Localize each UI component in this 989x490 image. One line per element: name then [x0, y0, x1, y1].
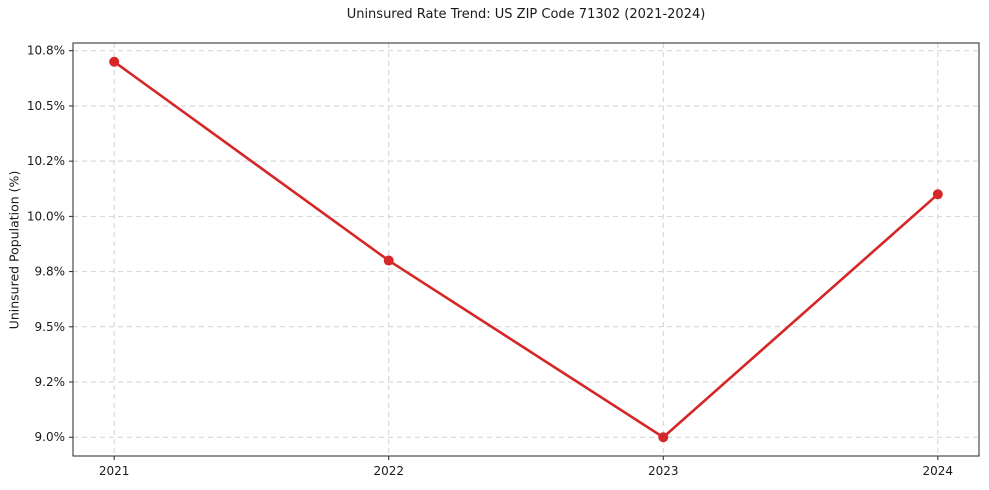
y-tick-label: 9.8%: [35, 265, 66, 279]
data-point-marker: [932, 189, 943, 200]
chart-title: Uninsured Rate Trend: US ZIP Code 71302 …: [346, 7, 706, 22]
y-tick-label: 9.5%: [35, 320, 66, 334]
axes-box: [72, 42, 980, 457]
x-tick-label: 2024: [923, 464, 954, 478]
x-tick-label: 2022: [373, 464, 404, 478]
y-tick-label: 9.2%: [35, 375, 66, 389]
data-point-marker: [109, 56, 120, 67]
data-point-marker: [383, 255, 394, 266]
trend-line: [112, 60, 940, 439]
y-tick-label: 10.0%: [27, 209, 65, 223]
y-tick-label: 10.2%: [27, 154, 65, 168]
data-point-marker: [658, 432, 669, 443]
x-tick-label: 2023: [648, 464, 679, 478]
x-tick-label: 2021: [99, 464, 130, 478]
y-tick-label: 10.5%: [27, 99, 65, 113]
y-tick-label: 10.8%: [27, 44, 65, 58]
y-tick-label: 9.0%: [35, 430, 66, 444]
